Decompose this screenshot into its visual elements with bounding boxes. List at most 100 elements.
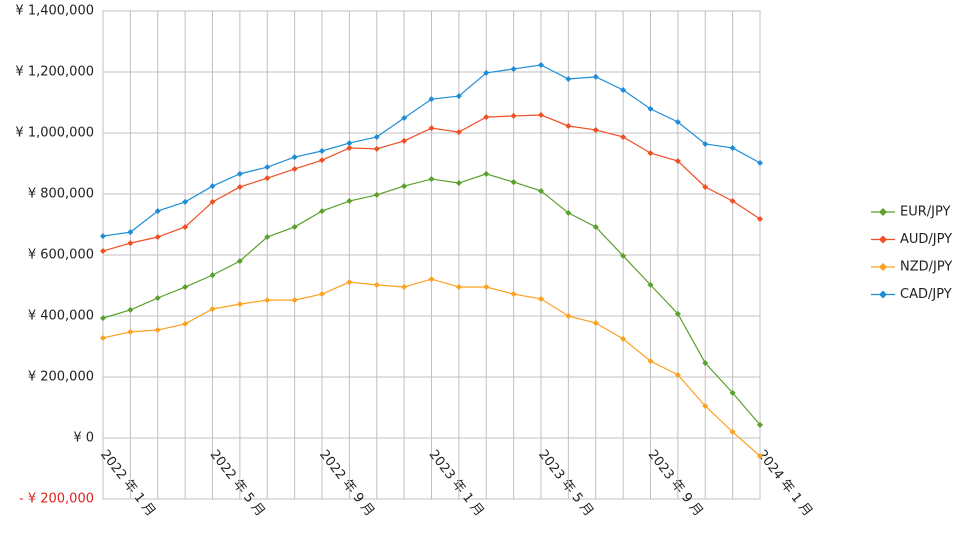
data-point: [620, 86, 627, 93]
data-point: [291, 165, 298, 172]
data-point: [757, 216, 763, 223]
data-point: [674, 119, 681, 126]
data-point: [373, 133, 380, 140]
x-tick-label: 2022 年 1 月: [97, 447, 158, 519]
data-point: [565, 76, 572, 83]
x-tick-label: 2023 年 5 月: [535, 447, 596, 519]
data-point: [209, 198, 216, 205]
y-tick-label: ¥ 1,000,000: [15, 126, 94, 141]
data-point: [428, 276, 435, 283]
data-point: [483, 170, 490, 177]
data-point: [127, 240, 134, 247]
data-point: [565, 122, 572, 129]
legend-label: NZD/JPY: [900, 260, 952, 275]
data-point: [538, 295, 544, 302]
data-point: [455, 180, 462, 187]
data-point: [702, 183, 709, 190]
data-point: [647, 150, 654, 157]
data-point: [620, 335, 627, 342]
data-point: [319, 147, 325, 154]
legend-label: EUR/JPY: [900, 205, 951, 220]
data-point: [674, 158, 681, 165]
data-point: [127, 328, 134, 335]
data-point: [729, 428, 736, 435]
data-point: [100, 233, 106, 240]
data-point: [674, 371, 681, 378]
data-point: [538, 112, 544, 119]
data-point: [319, 157, 325, 164]
legend-label: AUD/JPY: [900, 232, 952, 247]
y-tick-label: ¥ 800,000: [28, 187, 94, 202]
data-point: [620, 133, 627, 140]
y-tick-label: ¥ 0: [73, 431, 94, 446]
data-point: [428, 176, 435, 183]
data-point: [100, 315, 106, 322]
legend-marker: [879, 263, 887, 271]
data-point: [729, 389, 736, 396]
data-point: [127, 229, 134, 236]
data-point: [154, 208, 161, 215]
data-point: [729, 144, 736, 151]
data-point: [401, 115, 408, 122]
data-point: [291, 223, 298, 230]
data-point: [592, 126, 599, 133]
data-point: [428, 96, 435, 103]
data-point: [592, 73, 599, 80]
data-point: [182, 320, 189, 327]
data-point: [100, 334, 106, 341]
data-point: [455, 284, 462, 291]
data-point: [401, 284, 408, 291]
data-point: [236, 301, 243, 308]
y-tick-label: ¥ 1,200,000: [15, 65, 94, 80]
data-point: [209, 183, 216, 190]
data-point: [291, 297, 298, 304]
data-point: [154, 327, 161, 334]
data-point: [373, 145, 380, 152]
data-point: [510, 112, 517, 119]
data-point: [236, 183, 243, 190]
data-point: [455, 129, 462, 136]
data-point: [209, 272, 216, 279]
data-point: [264, 175, 271, 182]
data-point: [757, 421, 763, 428]
data-point: [592, 223, 599, 230]
x-tick-label: 2022 年 9 月: [316, 447, 377, 519]
data-point: [373, 191, 380, 198]
data-point: [647, 358, 654, 365]
data-point: [538, 187, 544, 194]
data-point: [346, 140, 353, 147]
data-point: [483, 284, 490, 291]
data-point: [291, 154, 298, 161]
legend-marker: [879, 290, 887, 299]
data-point: [154, 234, 161, 241]
data-point: [346, 144, 353, 151]
data-point: [565, 313, 572, 319]
data-point: [702, 402, 709, 409]
x-tick-label: 2023 年 1 月: [426, 447, 487, 519]
data-point: [182, 284, 189, 291]
data-point: [702, 140, 709, 147]
data-point: [483, 69, 490, 76]
legend-label: CAD/JPY: [900, 287, 952, 302]
data-point: [510, 179, 517, 186]
data-point: [538, 61, 544, 68]
data-point: [647, 281, 654, 288]
y-tick-label: - ¥ 200,000: [19, 492, 94, 507]
data-point: [620, 252, 627, 259]
y-tick-label: ¥ 600,000: [28, 248, 94, 263]
data-point: [264, 164, 271, 171]
data-point: [729, 198, 736, 205]
data-point: [510, 65, 517, 72]
data-point: [428, 125, 435, 132]
x-tick-label: 2022 年 5 月: [207, 447, 268, 519]
data-point: [319, 208, 325, 215]
data-point: [373, 281, 380, 288]
data-point: [702, 359, 709, 366]
data-point: [236, 258, 243, 265]
data-point: [182, 223, 189, 230]
y-tick-label: ¥ 1,400,000: [15, 4, 94, 19]
data-point: [182, 198, 189, 205]
data-point: [264, 234, 271, 241]
data-point: [565, 209, 572, 216]
